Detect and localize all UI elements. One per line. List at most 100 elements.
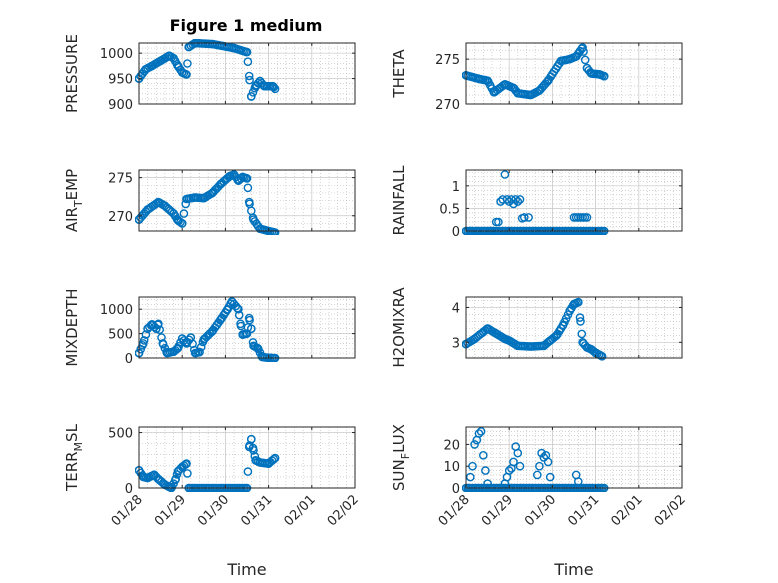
- data-point: [177, 68, 187, 77]
- y-tick-label: 4: [452, 301, 460, 316]
- data-point: [513, 341, 523, 351]
- subplot-sun-flux: 0 10 20 01/28 01/29 01/30 01/31 02/01 02/02 SUNFL…: [390, 424, 689, 579]
- data-point: [500, 334, 510, 344]
- data-point: [481, 466, 490, 475]
- data-point: [565, 306, 575, 316]
- data-point: [208, 39, 217, 49]
- data-point: [238, 330, 247, 339]
- data-point: [177, 334, 187, 343]
- data-point: [199, 335, 209, 344]
- data-point: [511, 195, 521, 204]
- y-tick-label: 275: [435, 53, 460, 68]
- x-tick-label: 01/28: [436, 492, 473, 529]
- data-point: [483, 479, 492, 488]
- data-point: [255, 224, 265, 233]
- figure-title: Figure 1 medium: [170, 16, 323, 35]
- subplot-mixdepth: 0 500 1000 MIXDEPTH: [63, 288, 356, 367]
- subplot-terr-msl: 0 500 01/28 01/29 01/30 01/31 02/01 02/02 TERRMS…: [63, 423, 362, 579]
- data-point: [242, 329, 252, 338]
- data-point: [158, 339, 168, 348]
- subplot-air-temp: 270 275 AIRTEMP: [63, 169, 356, 235]
- y-tick-label: 0.5: [439, 202, 460, 217]
- data-point: [156, 56, 165, 66]
- data-point: [195, 347, 204, 357]
- data-point: [474, 74, 484, 84]
- x-tick-label: 01/31: [565, 492, 602, 529]
- data-point: [476, 427, 486, 436]
- data-point: [575, 313, 585, 322]
- data-point: [253, 343, 263, 353]
- data-point: [251, 81, 260, 91]
- axes-frame: [465, 42, 683, 105]
- x-tick-label: 02/01: [609, 492, 646, 529]
- y-axis-label: MIXDEPTH: [63, 288, 81, 366]
- y-tick-label: 0: [125, 482, 133, 497]
- data-point: [173, 343, 183, 353]
- data-point: [569, 299, 579, 309]
- data-point: [470, 440, 479, 449]
- x-axis-label: Time: [226, 560, 266, 579]
- y-tick-label: 3: [452, 336, 460, 351]
- data-point: [141, 65, 150, 74]
- data-point: [558, 320, 568, 330]
- data-point: [216, 314, 226, 324]
- data-point: [243, 467, 253, 476]
- y-axis-label: SUNFLUX: [390, 424, 412, 491]
- data-point: [577, 329, 587, 339]
- data-point: [169, 54, 178, 63]
- data-point: [243, 57, 253, 67]
- data-series: [462, 297, 607, 361]
- data-point: [182, 194, 191, 204]
- data-point: [578, 43, 587, 52]
- data-point: [574, 297, 583, 307]
- data-point: [143, 205, 152, 214]
- x-tick-label: 01/31: [238, 492, 275, 529]
- data-point: [270, 84, 280, 94]
- data-point: [169, 209, 178, 218]
- data-point: [515, 195, 525, 204]
- data-point: [246, 434, 256, 444]
- data-point: [270, 228, 280, 235]
- data-point: [571, 52, 581, 61]
- data-point: [509, 83, 518, 93]
- x-tick-label: 02/02: [325, 492, 362, 529]
- data-series: [135, 39, 280, 101]
- subplot-pressure: 900 950 1000 PRESSURE: [63, 34, 356, 113]
- data-point: [234, 304, 243, 314]
- data-point: [234, 310, 244, 320]
- data-point: [227, 297, 237, 306]
- data-point: [183, 59, 192, 68]
- y-tick-label: 500: [108, 427, 133, 442]
- data-point: [154, 319, 163, 329]
- data-point: [249, 445, 258, 455]
- y-tick-label: 275: [108, 172, 133, 187]
- data-point: [249, 215, 258, 224]
- subplot-rainfall: 0 0.5 1 RAINFALL: [390, 165, 683, 240]
- x-tick-label: 02/02: [652, 492, 689, 529]
- axes-frame: [138, 42, 356, 105]
- y-axis-label: PRESSURE: [63, 34, 81, 113]
- data-point: [259, 81, 269, 91]
- x-tick-label: 01/30: [522, 492, 559, 529]
- axes-frame: [465, 296, 683, 359]
- y-tick-label: 1: [452, 180, 460, 195]
- data-point: [513, 448, 523, 458]
- data-point: [500, 170, 510, 179]
- data-point: [229, 43, 239, 53]
- data-point: [147, 319, 157, 329]
- data-point: [491, 329, 501, 338]
- data-point: [513, 88, 523, 98]
- data-point: [244, 313, 254, 323]
- data-point: [186, 333, 196, 342]
- data-point: [474, 429, 484, 438]
- y-tick-label: 10: [443, 460, 460, 475]
- data-point: [545, 472, 555, 482]
- y-tick-label: 1000: [100, 47, 133, 62]
- data-point: [243, 183, 253, 193]
- data-point: [579, 47, 588, 56]
- y-axis-label: THETA: [390, 49, 408, 99]
- data-point: [504, 336, 514, 345]
- data-point: [483, 76, 492, 85]
